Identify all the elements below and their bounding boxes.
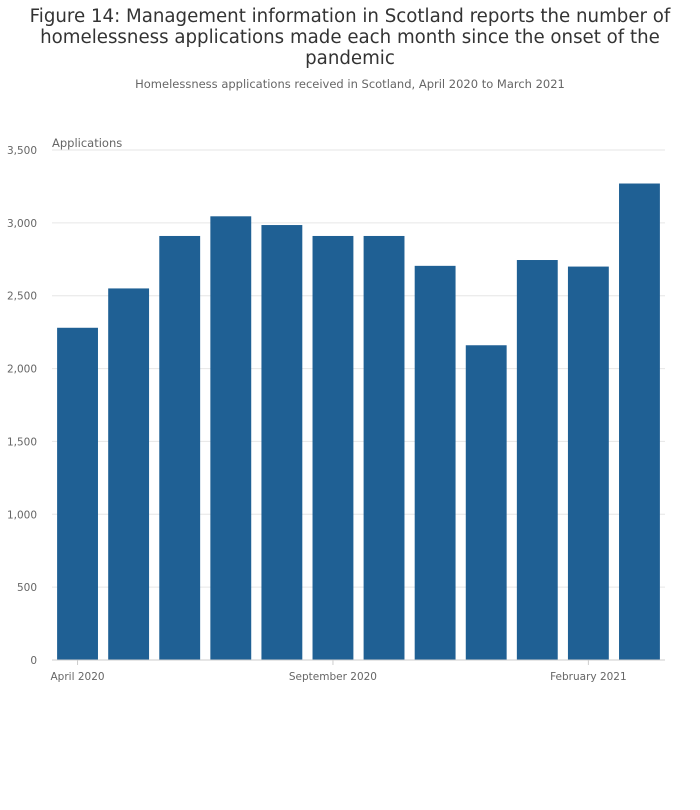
bars bbox=[57, 183, 660, 661]
bar bbox=[261, 225, 303, 661]
y-tick-label: 2,000 bbox=[7, 364, 37, 376]
y-tick-label: 3,000 bbox=[7, 218, 37, 230]
x-tick-label: September 2020 bbox=[289, 671, 377, 683]
gridlines bbox=[52, 149, 665, 588]
y-axis-title: Applications bbox=[52, 136, 122, 150]
bar bbox=[619, 183, 660, 660]
bar bbox=[159, 235, 201, 660]
bar bbox=[363, 235, 405, 660]
y-tick-label: 3,500 bbox=[7, 145, 37, 157]
y-tick-label: 1,000 bbox=[7, 509, 37, 521]
bar bbox=[567, 266, 609, 660]
x-tick-label: April 2020 bbox=[51, 671, 105, 683]
bar bbox=[57, 327, 98, 660]
chart-title: Figure 14: Management information in Sco… bbox=[29, 6, 671, 69]
y-tick-label: 500 bbox=[17, 582, 37, 594]
y-axis-ticks: 0 500 1,000 1,500 2,000 2,500 3,000 3,500 bbox=[7, 145, 37, 667]
y-tick-label: 2,500 bbox=[7, 291, 37, 303]
bar bbox=[516, 260, 558, 660]
chart-subtitle: Homelessness applications received in Sc… bbox=[135, 77, 565, 91]
x-tick-label: February 2021 bbox=[550, 671, 627, 683]
x-axis-ticks: April 2020 September 2020 February 2021 bbox=[51, 660, 627, 683]
bar bbox=[312, 235, 354, 660]
bar bbox=[108, 288, 150, 660]
bar bbox=[210, 216, 252, 661]
y-tick-label: 0 bbox=[30, 655, 37, 667]
y-tick-label: 1,500 bbox=[7, 436, 37, 448]
bar bbox=[465, 345, 507, 660]
bar bbox=[414, 265, 456, 660]
